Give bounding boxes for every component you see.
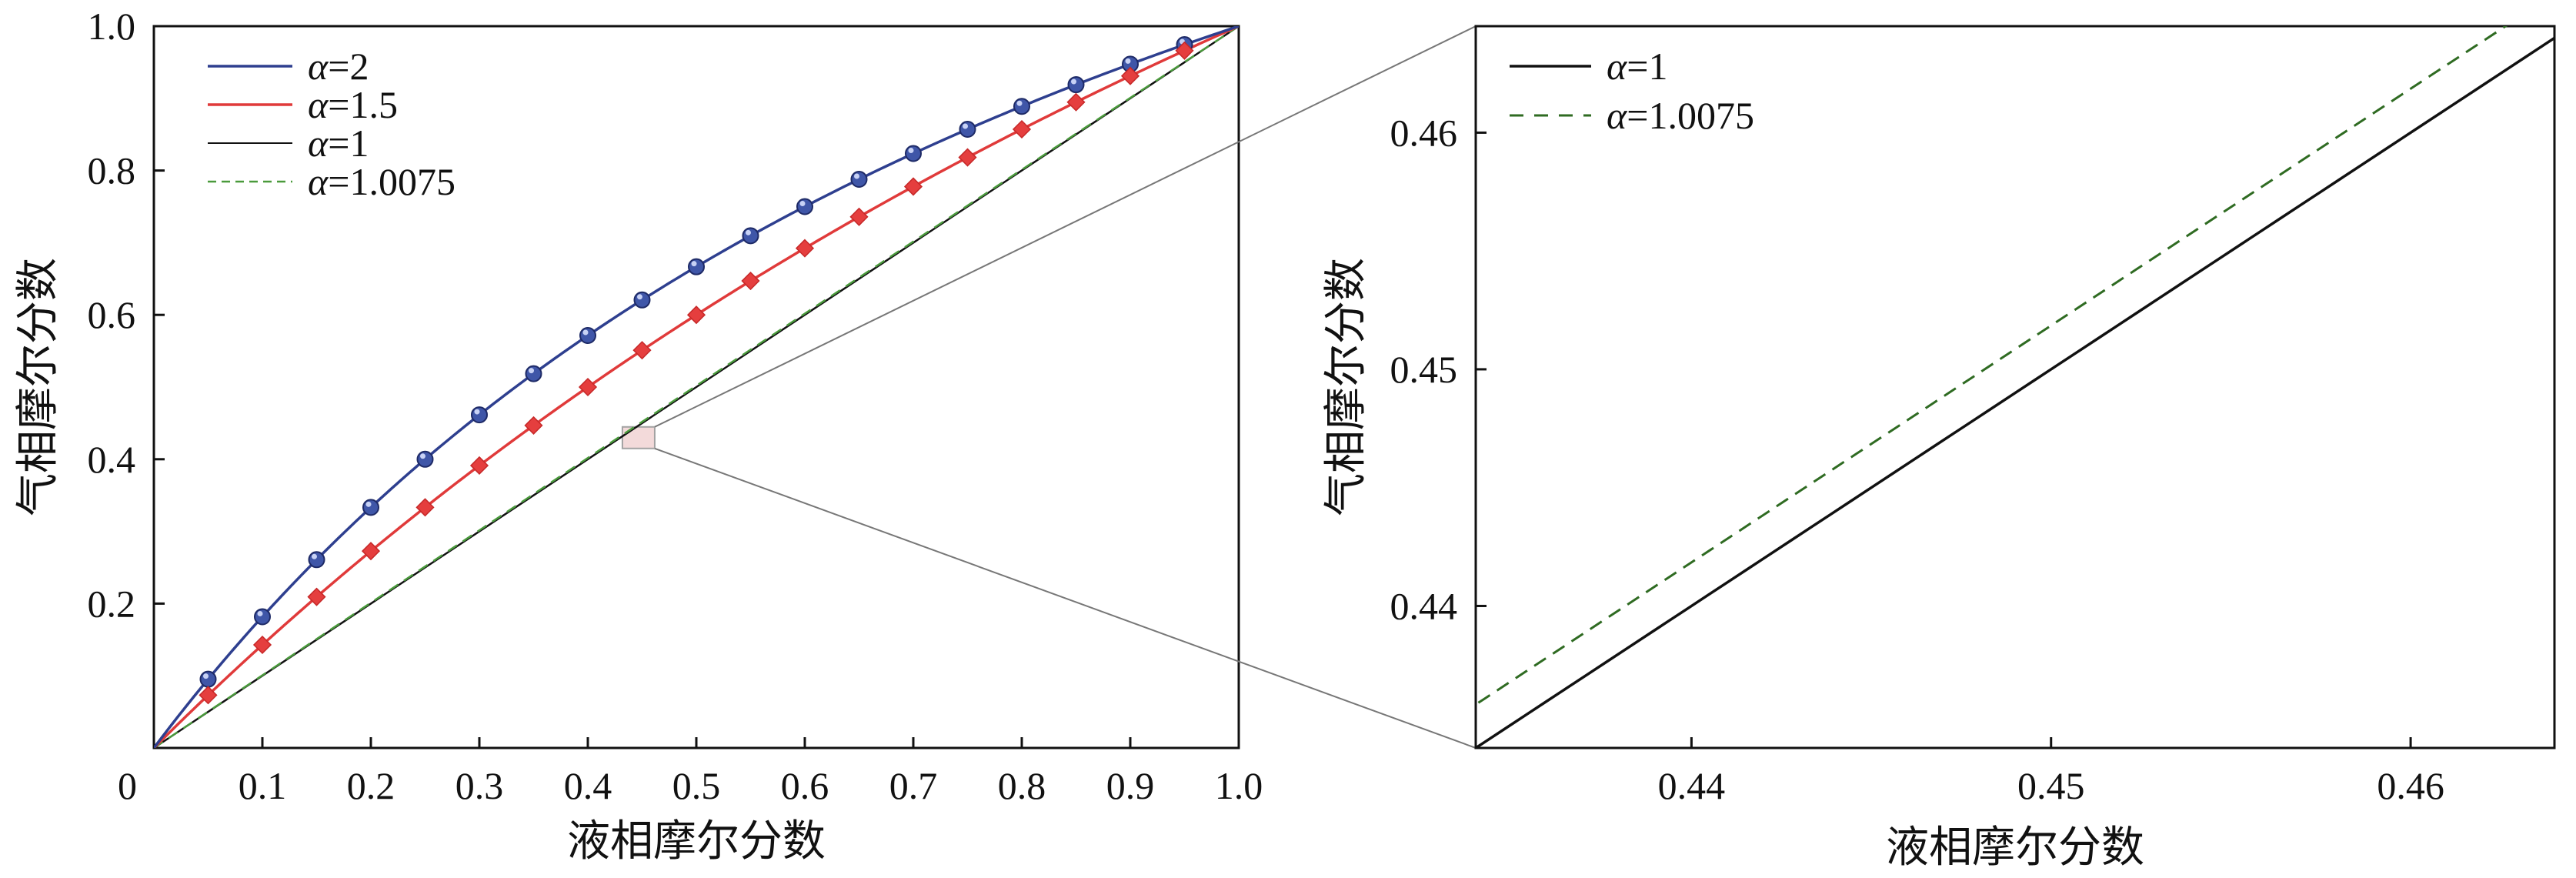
- data-point-alpha-1.5: [1066, 92, 1086, 112]
- x-tick-label: 0.1: [239, 764, 287, 807]
- data-point-highlight: [365, 501, 372, 507]
- legend-label: α=1.5: [308, 83, 398, 126]
- data-point-alpha-2: [905, 145, 922, 162]
- zoom-chart-panel: 0.44 0.45 0.460.440.450.46液相摩尔分数气相摩尔分数α=1α…: [1323, 25, 2556, 872]
- legend-label: α=1.0075: [308, 160, 455, 203]
- data-point-alpha-2: [633, 291, 651, 309]
- data-point-highlight: [257, 610, 263, 616]
- x-tick-label: 0.8: [998, 764, 1046, 807]
- data-point-alpha-1.5: [1175, 41, 1194, 60]
- zoom-plot-frame: [1474, 25, 2556, 749]
- zoom-connector-top: [654, 25, 1477, 428]
- data-point-alpha-1.5: [307, 587, 326, 606]
- data-point-alpha-2: [1013, 98, 1030, 115]
- zoom-curve-α=1.0075: [1476, 26, 2508, 706]
- data-point-alpha-2: [579, 327, 596, 344]
- data-point-highlight: [420, 453, 425, 459]
- curve-α=1.0075: [154, 26, 1239, 748]
- data-point-alpha-1.5: [795, 239, 815, 258]
- data-point-highlight: [908, 148, 914, 154]
- data-point-highlight: [474, 409, 480, 415]
- data-point-alpha-1.5: [958, 148, 977, 167]
- data-point-highlight: [1016, 100, 1023, 106]
- data-point-highlight: [582, 329, 589, 336]
- data-point-alpha-1.5: [849, 207, 869, 226]
- main-chart-panel: 0 0.1 0.2 0.3 0.4 0.5 0.6 0.7 0.8 0.9 1.0 0.2 0.4 0.6…: [15, 5, 1263, 866]
- zoom-legend-label: α=1: [1607, 45, 1667, 88]
- x-tick-label: 0.3: [455, 764, 504, 807]
- data-point-highlight: [637, 294, 642, 300]
- data-point-alpha-1.5: [741, 271, 760, 291]
- x-tick-label: 1.0: [1215, 764, 1263, 807]
- data-point-alpha-2: [688, 258, 705, 275]
- y-tick-label: 0.8: [88, 149, 136, 192]
- main-legend: α=2α=1.5α=1α=1.0075: [208, 45, 455, 203]
- data-point-alpha-1.5: [686, 305, 706, 325]
- data-point-highlight: [312, 553, 317, 559]
- zoom-x-tick-label: 0.46: [2377, 764, 2444, 807]
- data-point-highlight: [691, 261, 697, 267]
- data-point-alpha-1.5: [1012, 119, 1032, 139]
- data-point-alpha-2: [742, 227, 759, 245]
- data-point-alpha-1.5: [361, 542, 381, 561]
- legend-label: α=2: [308, 45, 369, 88]
- data-point-alpha-2: [1067, 76, 1085, 94]
- data-point-alpha-2: [362, 499, 379, 516]
- legend-label: α=1: [308, 122, 369, 165]
- zoom-x-axis-title: 液相摩尔分数: [1886, 824, 2144, 872]
- x-tick-label: 0.7: [889, 764, 938, 807]
- data-point-alpha-1.5: [415, 498, 435, 517]
- data-point-alpha-2: [525, 365, 542, 382]
- y-tick-label: 0.2: [88, 582, 136, 625]
- y-tick-label: 0.4: [88, 438, 136, 481]
- data-point-highlight: [799, 201, 806, 206]
- data-point-highlight: [963, 123, 968, 129]
- data-point-highlight: [203, 673, 209, 679]
- data-point-alpha-1.5: [199, 686, 218, 705]
- y-tick-label: 0.6: [88, 293, 136, 336]
- data-point-highlight: [746, 229, 751, 235]
- data-point-alpha-2: [308, 551, 325, 569]
- zoom-connector-bottom: [654, 447, 1477, 749]
- data-point-alpha-1.5: [469, 456, 489, 476]
- zoom-legend: α=1 α=1.0075: [1510, 45, 1754, 137]
- data-point-alpha-1.5: [903, 177, 923, 196]
- y-axis-title: 气相摩尔分数: [15, 258, 62, 516]
- data-point-highlight: [854, 173, 859, 179]
- data-point-alpha-1.5: [1120, 66, 1140, 85]
- x-tick-label: 0: [118, 764, 137, 807]
- zoom-curves: [1476, 26, 2554, 748]
- data-point-alpha-2: [199, 670, 217, 688]
- x-tick-label: 0.4: [564, 764, 612, 807]
- data-point-highlight: [529, 368, 534, 374]
- y-tick-label: 1.0: [88, 5, 136, 48]
- zoom-y-tick-label: 0.44: [1390, 584, 1458, 627]
- data-point-alpha-2: [796, 198, 813, 215]
- x-tick-label: 0.2: [347, 764, 395, 807]
- data-point-alpha-1.5: [578, 377, 598, 397]
- data-point-alpha-2: [959, 121, 976, 138]
- x-tick-label: 0.9: [1106, 764, 1155, 807]
- data-point-alpha-1.5: [252, 635, 272, 655]
- data-point-alpha-2: [416, 450, 434, 468]
- zoom-region-marker: [621, 426, 656, 449]
- zoom-x-tick-label: 0.45: [2017, 764, 2085, 807]
- data-point-alpha-2: [471, 406, 488, 424]
- zoom-curve-α=1: [1476, 36, 2554, 748]
- x-tick-label: 0.5: [672, 764, 721, 807]
- data-point-alpha-1.5: [524, 416, 543, 435]
- data-point-alpha-2: [850, 170, 868, 188]
- data-point-alpha-1.5: [632, 341, 652, 360]
- x-tick-label: 0.6: [781, 764, 829, 807]
- x-axis-title: 液相摩尔分数: [567, 818, 826, 866]
- zoom-y-tick-label: 0.46: [1390, 111, 1458, 154]
- data-point-alpha-2: [254, 608, 271, 626]
- data-point-highlight: [1071, 78, 1076, 85]
- zoom-legend-label: α=1.0075: [1607, 94, 1754, 137]
- zoom-x-tick-label: 0.44: [1658, 764, 1726, 807]
- zoom-y-tick-label: 0.45: [1390, 348, 1458, 391]
- zoom-y-axis-title: 气相摩尔分数: [1323, 258, 1370, 516]
- data-point-highlight: [1125, 58, 1131, 64]
